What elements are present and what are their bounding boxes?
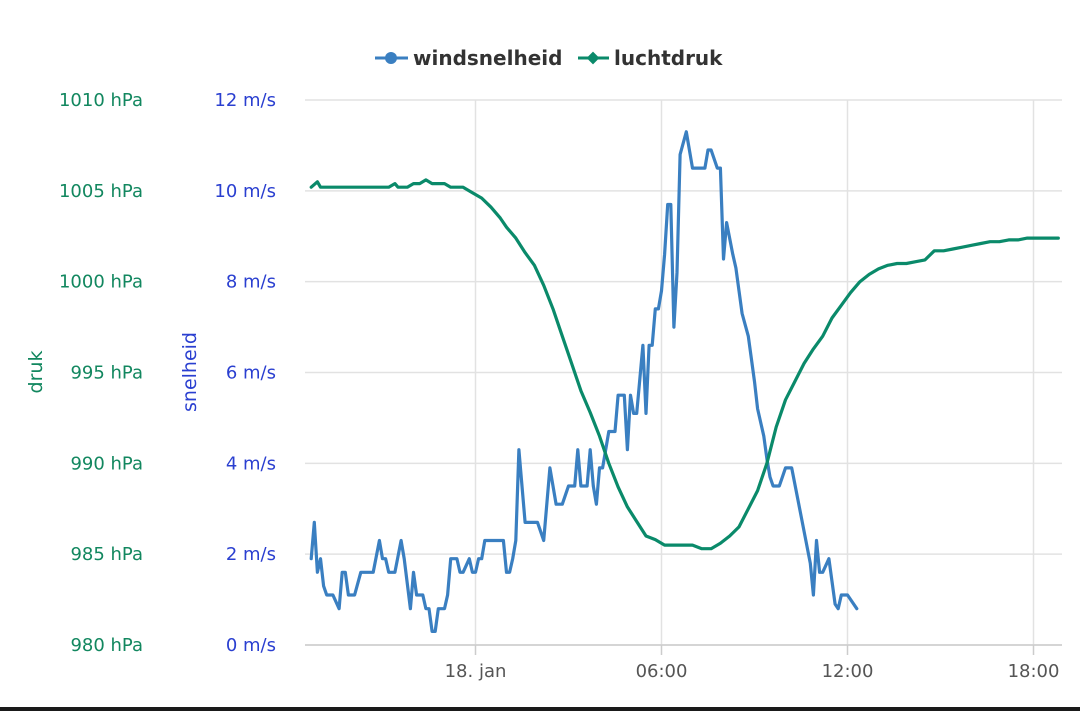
y-tick-snelheid-1: 2 m/s — [226, 544, 276, 565]
y-tick-druk-0: 980 hPa — [70, 635, 143, 656]
y-tick-druk-5: 1005 hPa — [59, 181, 143, 202]
series-line-windsnelheid — [309, 130, 859, 633]
y-tick-druk-2: 990 hPa — [70, 453, 143, 474]
y-tick-snelheid-5: 10 m/s — [214, 181, 276, 202]
y-tick-druk-3: 995 hPa — [70, 363, 143, 384]
y-tick-druk-1: 985 hPa — [70, 544, 143, 565]
y-axis-title-snelheid: snelheid — [179, 332, 201, 412]
x-tick-0: 18. jan — [445, 661, 507, 682]
x-tick-3: 18:00 — [1008, 661, 1060, 682]
y-tick-snelheid-6: 12 m/s — [214, 90, 276, 111]
y-tick-snelheid-2: 4 m/s — [226, 453, 276, 474]
legend-luchtdruk-marker — [586, 51, 600, 65]
legend-item-windsnelheid[interactable]: windsnelheid — [375, 46, 562, 70]
bottom-border — [0, 707, 1080, 711]
legend-windsnelheid-label: windsnelheid — [413, 46, 562, 70]
y-tick-druk-6: 1010 hPa — [59, 90, 143, 111]
series-line-luchtdruk — [309, 178, 1060, 551]
legend-windsnelheid-marker — [385, 52, 397, 64]
y-axis-title-druk: druk — [25, 351, 47, 394]
y-tick-snelheid-0: 0 m/s — [226, 635, 276, 656]
y-tick-snelheid-4: 8 m/s — [226, 272, 276, 293]
legend-item-luchtdruk[interactable]: luchtdruk — [578, 46, 723, 70]
x-tick-1: 06:00 — [636, 661, 688, 682]
x-tick-2: 12:00 — [822, 661, 874, 682]
series-layer — [309, 130, 1060, 633]
legend: windsnelheid luchtdruk — [375, 46, 723, 70]
y-tick-druk-4: 1000 hPa — [59, 272, 143, 293]
y-tick-snelheid-3: 6 m/s — [226, 363, 276, 384]
grid-layer — [305, 99, 1062, 646]
axis-layer: 980 hPa 0 m/s 985 hPa 2 m/s 990 hPa 4 m/s 995 … — [59, 90, 1062, 682]
legend-luchtdruk-label: luchtdruk — [614, 46, 723, 70]
